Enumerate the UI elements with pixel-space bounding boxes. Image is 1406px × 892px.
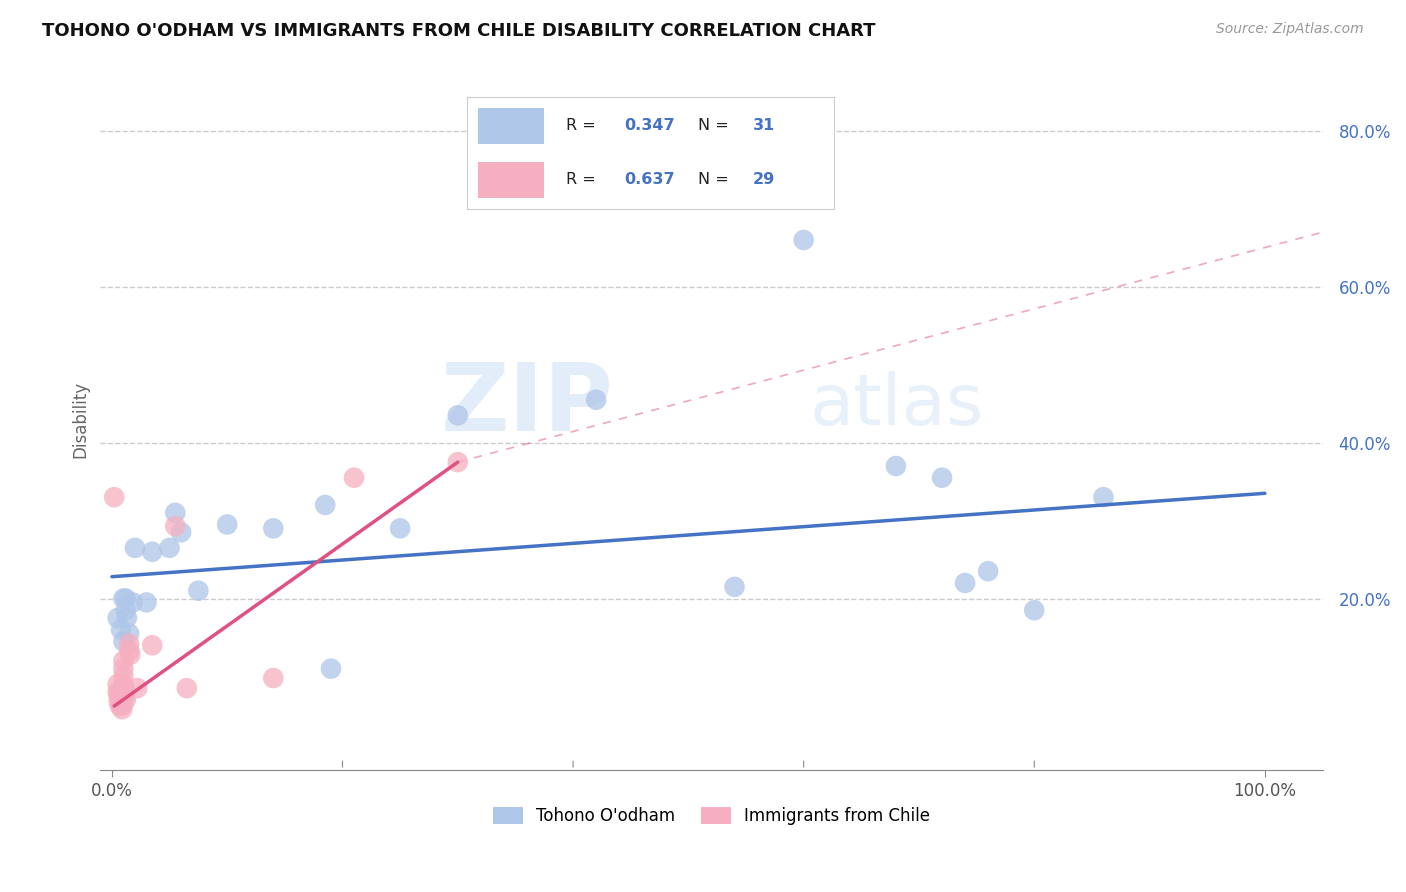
Text: Source: ZipAtlas.com: Source: ZipAtlas.com	[1216, 22, 1364, 37]
Point	[112, 669, 135, 683]
Point	[165, 519, 187, 533]
Point	[176, 681, 198, 695]
Point	[107, 694, 129, 708]
Point	[114, 689, 136, 703]
Point	[112, 677, 135, 691]
Point	[124, 541, 146, 555]
Point	[389, 521, 412, 535]
Point	[141, 638, 163, 652]
Point	[127, 681, 149, 695]
Point	[314, 498, 336, 512]
Point	[262, 521, 284, 535]
Point	[447, 409, 470, 423]
Point	[107, 689, 129, 703]
Point	[262, 671, 284, 685]
Legend: Tohono O'odham, Immigrants from Chile: Tohono O'odham, Immigrants from Chile	[494, 806, 929, 825]
Point	[135, 595, 157, 609]
Point	[107, 677, 129, 691]
Point	[114, 693, 136, 707]
Point	[165, 506, 187, 520]
Point	[110, 690, 132, 705]
Point	[112, 634, 135, 648]
Point	[187, 583, 209, 598]
Point	[107, 611, 129, 625]
Point	[108, 687, 131, 701]
Point	[115, 611, 138, 625]
Point	[114, 591, 136, 606]
Y-axis label: Disability: Disability	[72, 381, 89, 458]
Point	[159, 541, 181, 555]
Point	[977, 564, 1000, 578]
Point	[447, 455, 470, 469]
Point	[103, 490, 125, 504]
Point	[121, 595, 143, 609]
Point	[114, 685, 136, 699]
Point	[108, 699, 131, 714]
Point	[1092, 490, 1115, 504]
Point	[1024, 603, 1046, 617]
Point	[114, 603, 136, 617]
Point	[118, 644, 141, 658]
Point	[118, 626, 141, 640]
Text: atlas: atlas	[810, 371, 984, 440]
Point	[931, 471, 953, 485]
Point	[793, 233, 815, 247]
Point	[110, 694, 132, 708]
Point	[723, 580, 745, 594]
Point	[953, 576, 976, 591]
Text: ZIP: ZIP	[441, 359, 613, 451]
Point	[343, 471, 366, 485]
Point	[111, 698, 134, 713]
Point	[118, 637, 141, 651]
Point	[112, 654, 135, 668]
Point	[884, 458, 907, 473]
Text: TOHONO O'ODHAM VS IMMIGRANTS FROM CHILE DISABILITY CORRELATION CHART: TOHONO O'ODHAM VS IMMIGRANTS FROM CHILE …	[42, 22, 876, 40]
Point	[110, 623, 132, 637]
Point	[170, 525, 193, 540]
Point	[217, 517, 239, 532]
Point	[120, 648, 142, 662]
Point	[319, 662, 342, 676]
Point	[585, 392, 607, 407]
Point	[114, 681, 136, 695]
Point	[141, 545, 163, 559]
Point	[112, 591, 135, 606]
Point	[107, 685, 129, 699]
Point	[112, 662, 135, 676]
Point	[111, 702, 134, 716]
